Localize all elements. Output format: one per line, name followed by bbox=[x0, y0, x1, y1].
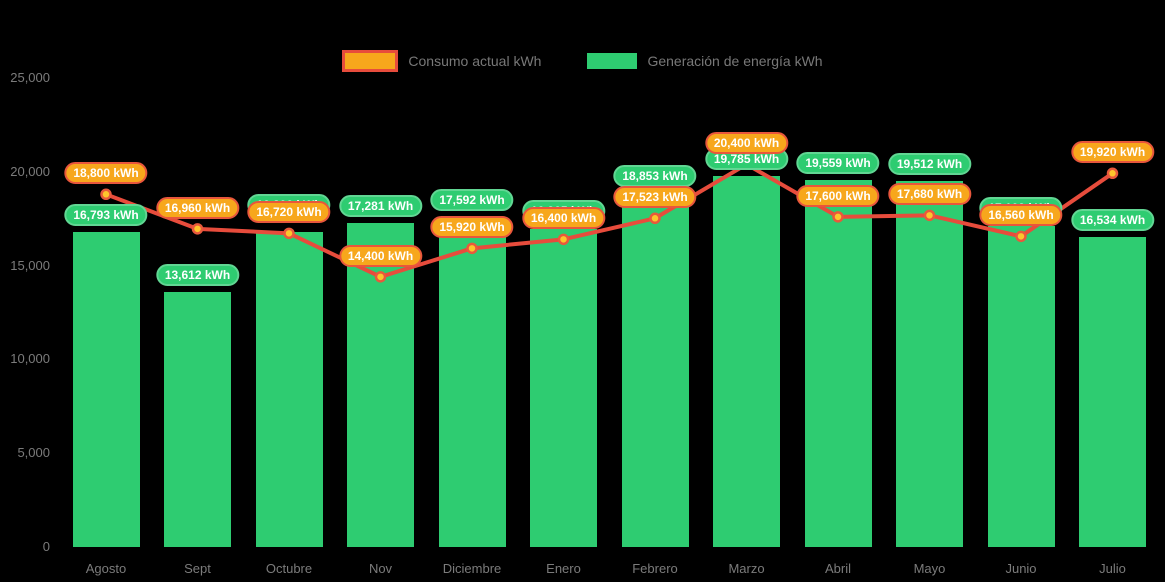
x-axis-label-enero: Enero bbox=[546, 561, 581, 576]
legend-label-generacion: Generación de energía kWh bbox=[647, 53, 823, 69]
consumo-line bbox=[105, 162, 1114, 279]
label-consumo-abril: 17,600 kWh bbox=[796, 184, 880, 207]
bar-abril bbox=[804, 180, 872, 547]
x-axis-label-mayo: Mayo bbox=[913, 561, 946, 576]
label-consumo-agosto: 18,800 kWh bbox=[64, 162, 148, 185]
y-axis-tick: 15,000 bbox=[10, 257, 50, 273]
y-axis-tick: 0 bbox=[42, 539, 50, 554]
bar-agosto bbox=[72, 231, 140, 547]
y-axis-tick: 25,000 bbox=[10, 70, 50, 85]
label-consumo-marzo: 20,400 kWh bbox=[704, 132, 789, 155]
bar-octubre bbox=[255, 231, 323, 547]
bar-enero bbox=[530, 228, 597, 547]
bar-febrero bbox=[621, 193, 689, 547]
x-axis-label-octubre: Octubre bbox=[265, 561, 313, 576]
label-generacion-febrero: 18,853 kWh bbox=[613, 165, 697, 188]
x-axis-label-febrero: Febrero bbox=[632, 561, 678, 576]
line-point-junio bbox=[1015, 230, 1027, 243]
bar-julio bbox=[1079, 236, 1146, 547]
line-point-julio bbox=[1106, 167, 1119, 180]
y-axis-tick: 20,000 bbox=[10, 163, 50, 179]
label-generacion-nov: 17,281 kWh bbox=[338, 194, 423, 217]
bar-diciembre bbox=[438, 216, 506, 547]
label-generacion-sept: 13,612 kWh bbox=[155, 263, 240, 286]
label-consumo-sept: 16,960 kWh bbox=[155, 196, 240, 219]
bar-sept bbox=[164, 291, 231, 547]
x-axis-label-agosto: Agosto bbox=[85, 561, 127, 576]
line-point-nov bbox=[374, 271, 387, 283]
legend-item-generacion[interactable]: Generación de energía kWh bbox=[587, 50, 823, 72]
line-point-mayo bbox=[923, 209, 936, 222]
line-point-abril bbox=[832, 211, 844, 223]
label-generacion-mayo: 19,512 kWh bbox=[887, 152, 972, 175]
label-consumo-mayo: 17,680 kWh bbox=[887, 183, 972, 206]
label-consumo-julio: 19,920 kWh bbox=[1070, 141, 1155, 164]
line-point-febrero bbox=[649, 212, 661, 225]
x-axis-label-marzo: Marzo bbox=[728, 561, 765, 576]
bar-marzo bbox=[713, 175, 780, 547]
legend-swatch-generacion-icon bbox=[587, 53, 638, 69]
label-consumo-octubre: 16,720 kWh bbox=[247, 201, 331, 224]
bar-junio bbox=[987, 226, 1055, 547]
legend-label-consumo: Consumo actual kWh bbox=[408, 53, 542, 69]
x-axis-label-junio: Junio bbox=[1005, 561, 1037, 576]
label-generacion-julio: 16,534 kWh bbox=[1070, 208, 1155, 231]
x-axis-label-abril: Abril bbox=[824, 561, 852, 576]
line-point-enero bbox=[557, 233, 570, 246]
line-point-sept bbox=[191, 223, 204, 235]
label-generacion-abril: 19,559 kWh bbox=[796, 152, 880, 175]
legend-swatch-consumo-icon bbox=[342, 50, 399, 72]
label-consumo-enero: 16,400 kWh bbox=[521, 207, 606, 230]
line-point-agosto bbox=[100, 188, 112, 201]
label-consumo-diciembre: 15,920 kWh bbox=[430, 216, 514, 239]
legend: Consumo actual kWh Generación de energía… bbox=[0, 50, 1165, 72]
y-axis-tick: 10,000 bbox=[10, 351, 50, 367]
label-generacion-agosto: 16,793 kWh bbox=[64, 203, 148, 226]
label-consumo-febrero: 17,523 kWh bbox=[613, 186, 697, 209]
label-generacion-diciembre: 17,592 kWh bbox=[430, 188, 514, 211]
label-consumo-junio: 16,560 kWh bbox=[979, 204, 1063, 227]
x-axis-label-sept: Sept bbox=[184, 561, 211, 576]
x-axis-label-diciembre: Diciembre bbox=[442, 561, 502, 576]
label-consumo-nov: 14,400 kWh bbox=[338, 244, 423, 267]
legend-item-consumo[interactable]: Consumo actual kWh bbox=[342, 50, 541, 72]
x-axis-label-nov: Nov bbox=[368, 561, 393, 576]
line-point-diciembre bbox=[466, 242, 478, 255]
x-axis-label-julio: Julio bbox=[1099, 561, 1126, 576]
y-axis-tick: 5,000 bbox=[17, 445, 50, 461]
line-point-octubre bbox=[283, 227, 295, 240]
bar-mayo bbox=[896, 180, 963, 547]
